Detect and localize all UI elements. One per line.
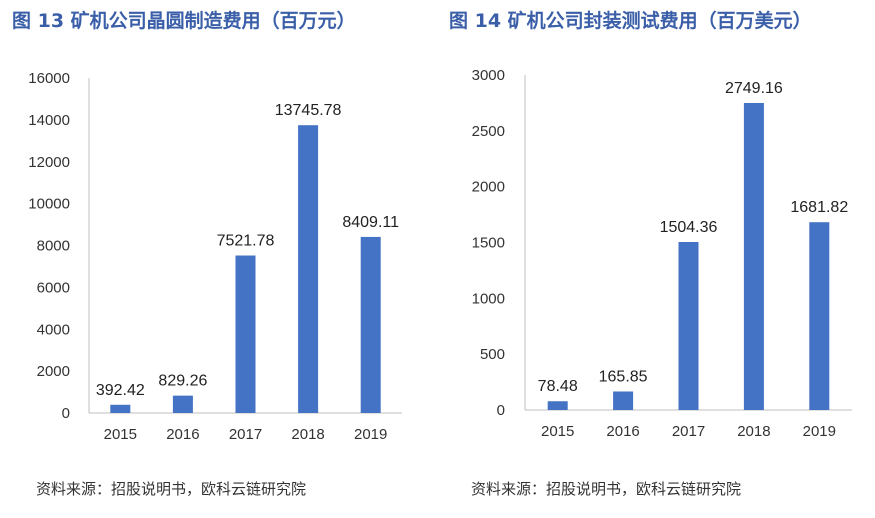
- chart-title: 图 14 矿机公司封装测试费用（百万美元）: [449, 10, 812, 32]
- bar-value-label: 1504.36: [660, 219, 718, 236]
- y-tick-label: 12000: [28, 154, 70, 171]
- bar: [809, 222, 830, 410]
- chart-wafer-cost: 图 13 矿机公司晶圆制造费用（百万元） 0 2000 4000 6000 8000 10…: [0, 0, 437, 518]
- x-tick-label: 2017: [229, 426, 262, 443]
- bar-value-label: 1681.82: [790, 199, 848, 216]
- x-tick-label: 2017: [672, 423, 705, 440]
- bar-value-label: 13745.78: [275, 102, 342, 119]
- bar: [547, 401, 568, 410]
- x-tick-label: 2015: [104, 426, 137, 443]
- bar-value-label: 78.48: [538, 378, 578, 395]
- y-tick-label: 6000: [37, 279, 70, 296]
- x-tick-label: 2018: [737, 423, 770, 440]
- x-tick-label: 2016: [606, 423, 639, 440]
- y-tick-label: 2000: [37, 363, 70, 380]
- x-tick-label: 2018: [291, 426, 324, 443]
- x-tick-label: 2015: [541, 423, 574, 440]
- y-tick-label: 8000: [37, 238, 70, 255]
- bar-value-label: 2749.16: [725, 80, 783, 97]
- bar-value-label: 165.85: [599, 368, 648, 385]
- bar: [678, 242, 699, 410]
- bar: [613, 391, 634, 410]
- y-tick-label: 1500: [472, 235, 505, 252]
- bar-value-label: 7521.78: [217, 233, 275, 250]
- y-tick-label: 3000: [472, 67, 505, 84]
- bar: [235, 255, 256, 413]
- y-tick-label: 1000: [472, 290, 505, 307]
- y-tick-label: 10000: [28, 196, 70, 213]
- y-tick-label: 2500: [472, 123, 505, 140]
- y-tick-label: 2000: [472, 179, 505, 196]
- chart-source: 资料来源：招股说明书，欧科云链研究院: [471, 480, 742, 498]
- chart-title: 图 13 矿机公司晶圆制造费用（百万元）: [12, 10, 356, 32]
- bar-value-label: 8409.11: [342, 214, 399, 231]
- chart-packaging-cost: 图 14 矿机公司封装测试费用（百万美元） 0 500 1000 1500 2000 25…: [437, 0, 875, 518]
- y-tick-label: 16000: [28, 70, 70, 87]
- y-tick-label: 0: [62, 405, 70, 422]
- chart-plot-area: 0 2000 4000 6000 8000 10000 12000 14000 16000 392…: [28, 70, 402, 443]
- x-tick-label: 2019: [354, 426, 387, 443]
- bar-value-label: 392.42: [96, 382, 145, 399]
- x-tick-label: 2016: [166, 426, 199, 443]
- bar: [360, 236, 381, 413]
- chart-plot-area: 0 500 1000 1500 2000 2500 3000 78.48 2015 165.85 2…: [472, 67, 852, 440]
- y-tick-label: 500: [480, 346, 505, 363]
- y-tick-label: 0: [497, 402, 505, 419]
- bar: [172, 395, 193, 413]
- bar-value-label: 829.26: [158, 373, 207, 390]
- y-tick-label: 4000: [37, 321, 70, 338]
- bar: [110, 404, 131, 413]
- bar: [743, 103, 764, 410]
- chart-source: 资料来源：招股说明书，欧科云链研究院: [36, 480, 307, 498]
- bar: [298, 125, 319, 414]
- y-tick-label: 14000: [28, 112, 70, 129]
- x-tick-label: 2019: [803, 423, 836, 440]
